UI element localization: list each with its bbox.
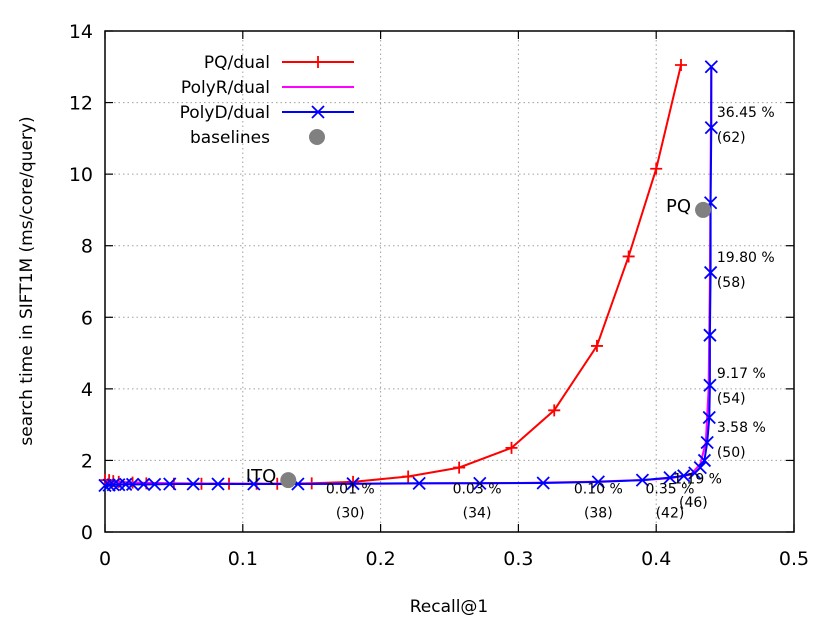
series-line — [104, 66, 713, 487]
legend-entry: PolyR/dual — [181, 78, 354, 98]
y-tick-label: 6 — [81, 307, 93, 329]
data-point — [125, 477, 140, 492]
y-tick-label: 2 — [81, 450, 93, 472]
data-annotation: 0.03 % — [453, 481, 502, 497]
data-point — [704, 120, 718, 135]
legend-marker — [312, 56, 324, 68]
baseline-label: ITQ — [246, 466, 276, 487]
data-annotation: (46) — [679, 495, 708, 511]
data-annotation: (42) — [656, 506, 685, 522]
data-annotation: (54) — [717, 391, 746, 407]
data-annotation: 3.58 % — [717, 420, 766, 436]
legend-marker — [311, 105, 325, 119]
data-point — [402, 470, 415, 483]
data-point — [347, 475, 360, 488]
data-point — [622, 250, 635, 263]
x-tick-label: 0.4 — [641, 548, 671, 570]
x-tick-label: 0 — [99, 548, 111, 570]
data-point — [163, 477, 177, 491]
y-tick-label: 14 — [69, 21, 93, 43]
data-annotation: 0.01 % — [326, 481, 375, 497]
x-tick-label: 0.5 — [779, 548, 809, 570]
plot-frame — [104, 30, 795, 533]
data-point — [536, 476, 550, 490]
data-point — [700, 435, 714, 450]
data-annotation: (62) — [717, 130, 746, 146]
data-point — [136, 477, 151, 492]
data-point — [102, 478, 116, 492]
data-point — [703, 265, 718, 280]
data-annotation: 0.35 % — [646, 481, 695, 497]
y-tick-label: 10 — [69, 164, 93, 186]
data-point — [704, 60, 718, 74]
data-point — [412, 476, 426, 490]
legend-label: PolyD/dual — [180, 103, 270, 123]
annotations: 0.01 % (30) 0.03 % (34) 0.10 % (38) 0.35 % (42)… — [326, 105, 775, 522]
legend-swatch — [309, 129, 325, 145]
y-tick-label: 12 — [69, 93, 93, 115]
data-point — [247, 477, 261, 491]
data-annotation: (30) — [336, 506, 365, 522]
legend-entry: baselines — [190, 128, 325, 148]
baseline-point — [280, 472, 297, 489]
data-point — [675, 58, 688, 71]
data-point — [211, 477, 225, 491]
legend-label: baselines — [190, 128, 270, 148]
series-0 — [99, 58, 688, 490]
data-point — [591, 475, 605, 489]
y-tick-label: 8 — [81, 236, 93, 258]
legend-entry: PolyD/dual — [180, 103, 354, 123]
data-point — [346, 477, 360, 491]
data-point — [650, 162, 663, 175]
data-point — [473, 476, 487, 490]
data-point — [703, 378, 717, 392]
data-point — [693, 460, 707, 475]
series-lines — [98, 58, 718, 493]
data-point — [147, 477, 162, 492]
data-annotation: 0.10 % — [574, 481, 623, 497]
baseline-points: ITQ PQ — [246, 196, 712, 489]
data-point — [453, 461, 466, 474]
data-annotation: 19.80 % — [717, 250, 775, 266]
ticks: 0 0.1 0.2 0.3 0.4 0.5 0 2 4 6 8 10 12 14 — [69, 21, 809, 570]
data-point — [702, 410, 716, 425]
series-2 — [98, 60, 718, 493]
legend-label: PQ/dual — [204, 53, 270, 73]
data-annotation: (38) — [584, 506, 613, 522]
legend: PQ/dual PolyR/dual PolyD/dual baselines — [180, 53, 354, 148]
data-point — [186, 477, 200, 491]
legend-label: PolyR/dual — [181, 78, 270, 98]
data-point — [590, 339, 603, 352]
data-point — [106, 478, 120, 492]
x-tick-label: 0.2 — [365, 548, 395, 570]
data-annotation: 9.17 % — [717, 366, 766, 382]
data-annotation: (58) — [717, 275, 746, 291]
x-tick-label: 0.3 — [503, 548, 533, 570]
y-tick-label: 4 — [81, 379, 93, 401]
data-point — [505, 441, 518, 454]
data-point — [703, 328, 717, 342]
data-point — [635, 473, 650, 487]
data-annotation: 1.19 % — [673, 472, 722, 488]
data-point — [677, 469, 691, 483]
baseline-point — [695, 201, 712, 218]
data-annotation: (34) — [463, 506, 492, 522]
data-annotation: (50) — [717, 445, 746, 461]
x-axis-label: Recall@1 — [410, 597, 489, 617]
y-axis-label: search time in SIFT1M (ms/core/query) — [17, 116, 37, 445]
data-point — [697, 453, 712, 468]
legend-entry: PQ/dual — [204, 53, 354, 73]
data-point — [548, 404, 561, 417]
data-point — [663, 470, 677, 485]
data-annotation: 36.45 % — [717, 105, 775, 121]
y-tick-label: 0 — [81, 522, 93, 544]
baseline-label: PQ — [666, 196, 691, 217]
x-tick-label: 0.1 — [228, 548, 258, 570]
